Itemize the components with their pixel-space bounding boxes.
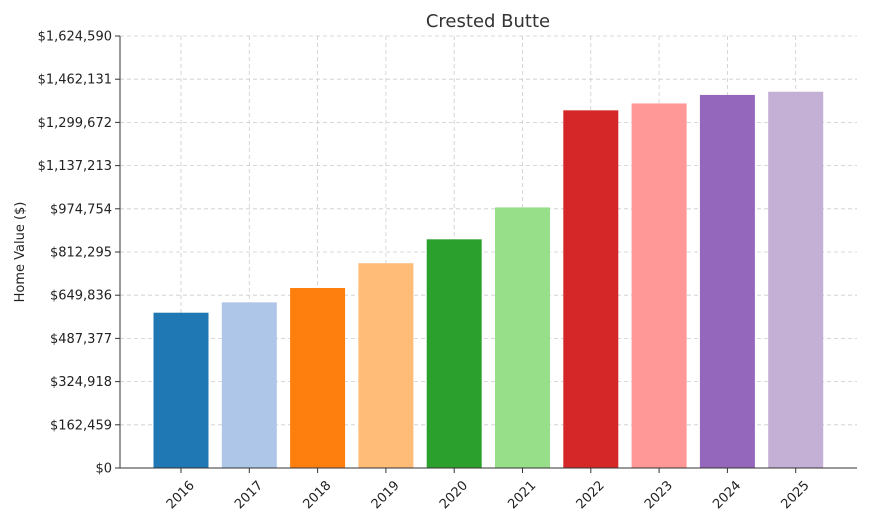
bar-2021 [495, 207, 550, 468]
x-tick-label: 2021 [505, 478, 539, 512]
x-tick-label: 2022 [574, 478, 608, 512]
y-tick-label: $324,918 [50, 375, 112, 390]
x-tick-label: 2017 [232, 478, 266, 512]
y-tick-label: $0 [95, 462, 112, 477]
bar-2019 [358, 263, 414, 468]
y-tick-label: $162,459 [50, 418, 112, 433]
bar-2024 [699, 94, 755, 469]
bars-layer [153, 91, 824, 469]
bar-2017 [221, 302, 277, 468]
y-tick-label: $1,299,672 [38, 116, 112, 131]
y-tick-label: $812,295 [50, 246, 112, 261]
x-tick-label: 2020 [437, 478, 471, 512]
x-tick-label: 2025 [779, 478, 813, 512]
y-tick-label: $974,754 [50, 202, 112, 217]
x-tick-label: 2016 [164, 478, 198, 512]
y-axis-label: Home Value ($) [13, 202, 28, 303]
y-tick-label: $649,836 [50, 289, 112, 304]
bar-2018 [290, 287, 346, 468]
bar-2020 [426, 239, 482, 468]
x-ticks: 2016 2017 2018 2019 2020 2021 2022 2023 2024 2025 [164, 468, 813, 512]
x-tick-label: 2019 [369, 478, 403, 512]
bar-2023 [631, 103, 687, 469]
chart-title: Crested Butte [426, 11, 550, 32]
bar-2016 [153, 312, 209, 468]
y-ticks: $0 $162,459 $324,918 $487,377 $649,836 $812,2… [38, 30, 120, 477]
y-tick-label: $1,462,131 [38, 73, 112, 88]
y-tick-label: $1,624,590 [38, 30, 112, 45]
x-tick-label: 2024 [710, 478, 744, 512]
y-tick-label: $487,377 [50, 332, 112, 347]
bar-2025 [768, 91, 824, 468]
bar-2022 [563, 110, 619, 469]
y-tick-label: $1,137,213 [38, 159, 112, 174]
x-tick-label: 2018 [300, 478, 334, 512]
x-tick-label: 2023 [642, 478, 676, 512]
